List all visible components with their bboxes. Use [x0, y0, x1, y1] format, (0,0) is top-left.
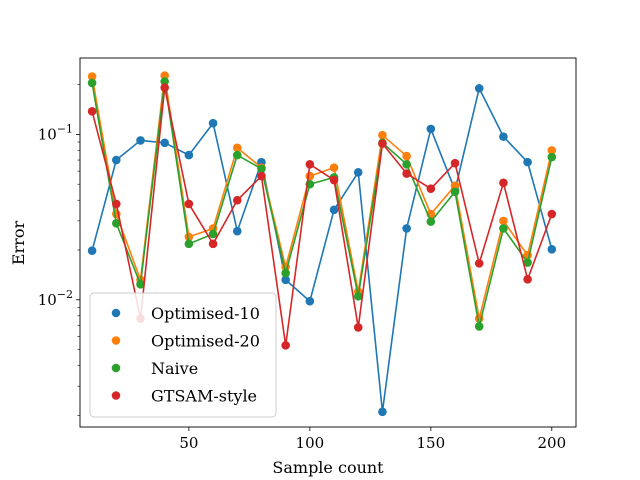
data-point [87, 72, 97, 81]
legend-label: Optimised-20 [151, 332, 260, 351]
data-point [353, 168, 363, 177]
data-point [160, 77, 169, 86]
y-tick-label: 10−1 [38, 122, 73, 143]
data-point [426, 124, 436, 134]
data-point [136, 280, 145, 289]
legend: Optimised-10 Optimised-20 Naive GTSAM-style [89, 292, 277, 418]
series-line [91, 86, 553, 347]
data-point [87, 107, 97, 116]
data-point [257, 164, 266, 174]
data-point [281, 275, 290, 285]
data-point [499, 132, 508, 141]
x-tick-label: 100 [296, 434, 325, 452]
series-optimised-10 [87, 84, 557, 417]
data-point [232, 195, 242, 205]
y-tick-base: 10 [38, 291, 57, 309]
data-point [450, 158, 460, 168]
data-point [402, 159, 411, 169]
data-point [547, 152, 557, 162]
data-point [523, 157, 532, 167]
x-tick-label: 150 [417, 434, 446, 452]
data-point [499, 178, 508, 188]
y-tick-base: 10 [38, 125, 57, 143]
x-tick-label: 200 [537, 434, 566, 452]
plot-frame [79, 57, 577, 428]
data-point [208, 229, 218, 239]
data-point [111, 155, 121, 165]
data-point [353, 291, 363, 301]
y-tick-label: 10−2 [38, 288, 73, 309]
series-line [91, 87, 553, 413]
data-point [402, 151, 411, 161]
series-gtsam-style [87, 83, 557, 350]
legend-label: Naive [151, 359, 198, 378]
data-point [305, 171, 315, 181]
x-tick-label: 50 [179, 434, 198, 452]
data-point [474, 322, 484, 331]
data-point [111, 219, 121, 228]
data-point [87, 246, 97, 256]
data-point [329, 175, 339, 185]
data-point [547, 146, 557, 155]
data-point [402, 169, 411, 178]
data-point [305, 296, 315, 306]
data-point [426, 184, 436, 193]
y-tick-exponent: −1 [57, 122, 73, 135]
data-point [281, 341, 290, 350]
legend-label: GTSAM-style [151, 387, 257, 406]
data-point [378, 139, 387, 148]
legend-marker [111, 336, 121, 345]
data-point [160, 71, 169, 80]
data-point [232, 143, 242, 153]
data-point [402, 224, 411, 233]
data-point [329, 205, 339, 215]
data-point [523, 274, 532, 284]
data-point [160, 83, 169, 92]
data-point [184, 150, 194, 160]
legend-marker [111, 308, 121, 318]
legend-marker [111, 391, 121, 400]
data-point [111, 199, 121, 209]
data-point [232, 150, 242, 160]
data-point [378, 407, 387, 417]
legend-marker [111, 363, 121, 373]
data-point [499, 224, 508, 233]
data-point [136, 136, 145, 145]
data-point [474, 259, 484, 268]
data-point [547, 209, 557, 219]
data-point [547, 244, 557, 254]
data-point [353, 323, 363, 332]
data-point [450, 187, 460, 197]
data-point [208, 118, 218, 128]
data-point [87, 78, 97, 88]
data-point [474, 84, 484, 93]
data-point [184, 199, 194, 209]
legend-label: Optimised-10 [151, 304, 260, 323]
data-point [281, 268, 290, 278]
y-axis-label: Error [9, 221, 28, 266]
y-tick-exponent: −2 [57, 288, 73, 301]
data-point [232, 226, 242, 236]
data-point [426, 217, 436, 226]
data-point [257, 171, 266, 181]
data-point [499, 216, 508, 226]
data-point [305, 159, 315, 169]
data-point [450, 181, 460, 190]
legend-box [89, 292, 277, 418]
series-layer [87, 71, 557, 417]
data-point [329, 163, 339, 172]
data-point [523, 258, 532, 267]
data-point [378, 130, 387, 140]
data-point [184, 239, 194, 249]
data-point [208, 239, 218, 249]
data-point [160, 138, 169, 148]
x-axis-label: Sample count [272, 458, 384, 477]
